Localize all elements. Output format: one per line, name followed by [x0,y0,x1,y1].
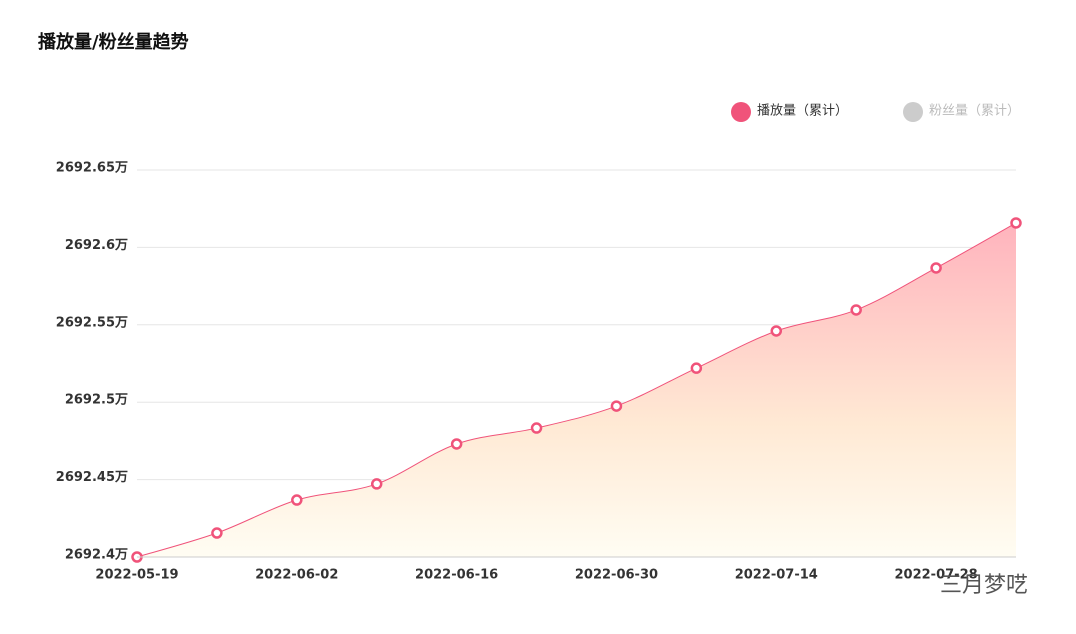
y-tick-label: 2692.55万 [56,315,128,330]
x-tick-label: 2022-07-28 [895,568,978,583]
point [211,527,223,539]
point [930,262,942,274]
point [770,325,783,337]
x-tick-label: 2022-05-19 [95,568,178,583]
point [690,362,703,374]
point [450,438,463,450]
y-tick-label: 2692.5万 [65,393,128,408]
point [850,304,862,316]
watermark: 三月梦呓 [940,573,1028,598]
legend-label: 播放量（累计） [757,104,848,119]
point [610,400,623,412]
x-tick-label: 2022-06-16 [415,568,498,583]
point [1010,217,1022,229]
chart-title: 播放量/粉丝量趋势 [38,31,189,53]
y-tick-label: 2692.65万 [56,161,128,176]
y-tick-label: 2692.4万 [65,548,128,563]
y-tick-label: 2692.45万 [56,470,128,485]
legend-marker [731,102,751,122]
point [291,494,303,506]
x-tick-label: 2022-06-02 [255,568,338,583]
area [137,222,1016,558]
point [370,478,383,490]
line [136,222,1017,558]
point [530,422,543,434]
legend-label: 粉丝量（累计） [929,104,1020,119]
legend-marker [903,102,923,122]
x-tick-label: 2022-07-14 [735,568,818,583]
y-tick-label: 2692.6万 [65,238,128,253]
x-tick-label: 2022-06-30 [575,568,658,583]
